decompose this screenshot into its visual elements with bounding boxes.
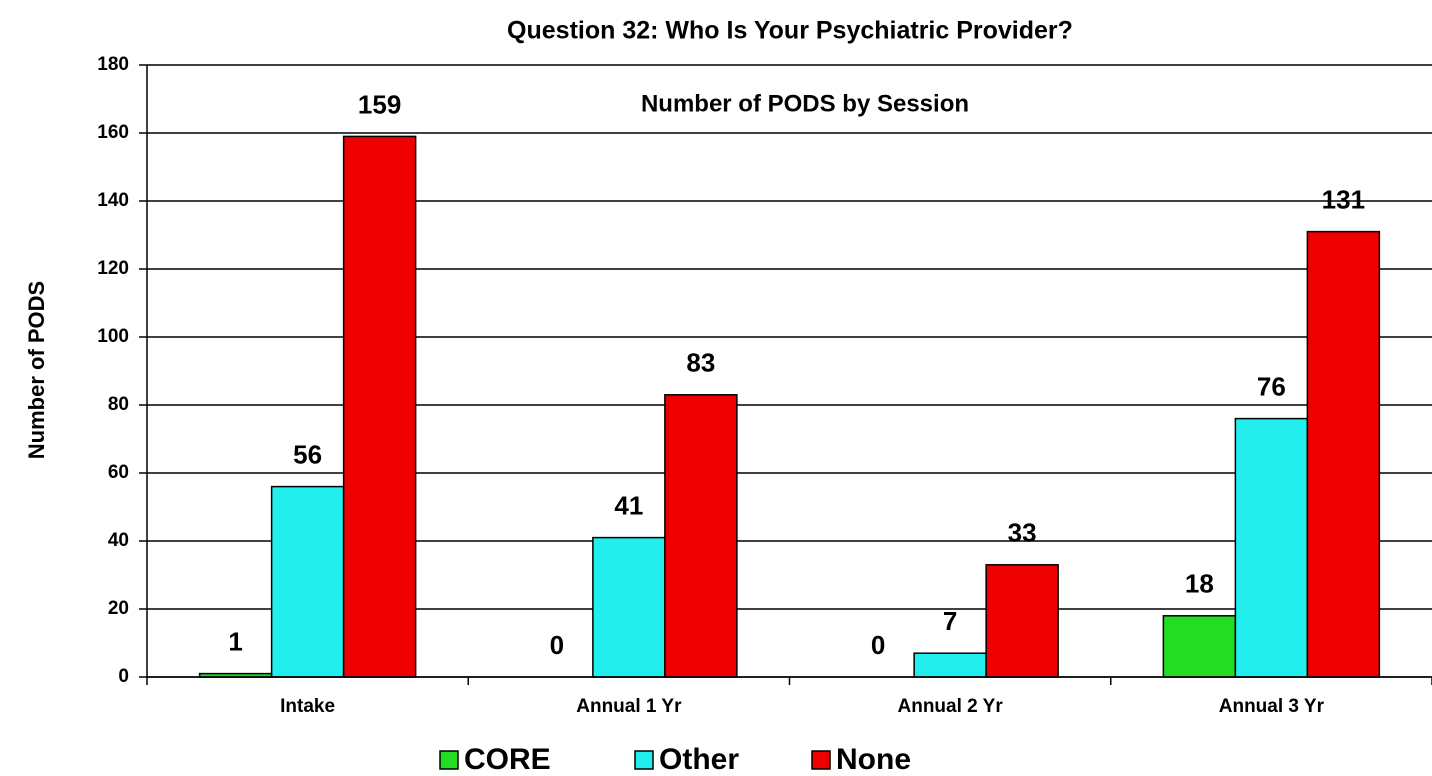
y-tick-label: 180 <box>97 54 129 75</box>
chart-title: Question 32: Who Is Your Psychiatric Pro… <box>507 17 1073 45</box>
bar <box>1306 230 1381 678</box>
value-label: 76 <box>1257 371 1286 401</box>
legend-swatch <box>439 750 459 770</box>
x-tick-label: Intake <box>280 696 335 717</box>
y-tick-label: 80 <box>108 394 129 415</box>
bar <box>592 536 666 678</box>
bar <box>270 485 345 678</box>
legend-swatch <box>811 750 831 770</box>
value-label: 7 <box>943 606 957 636</box>
x-tick-label: Annual 1 Yr <box>576 696 682 717</box>
x-tick-label: Annual 2 Yr <box>898 696 1004 717</box>
y-tick-label: 100 <box>97 326 129 347</box>
y-tick-label: 40 <box>108 530 129 551</box>
y-tick-label: 160 <box>97 122 129 143</box>
bar <box>1234 417 1309 678</box>
value-label: 1 <box>228 626 242 656</box>
bar <box>913 652 987 678</box>
chart-subtitle: Number of PODS by Session <box>641 90 969 117</box>
y-tick-label: 20 <box>108 598 129 619</box>
y-tick-label: 60 <box>108 462 129 483</box>
bar <box>1162 615 1237 678</box>
legend-label: Other <box>659 743 739 776</box>
value-label: 83 <box>686 348 715 378</box>
y-axis-label: Number of PODS <box>24 281 49 459</box>
y-tick-label: 120 <box>97 258 129 279</box>
value-label: 0 <box>550 630 564 660</box>
legend-label: None <box>836 743 911 776</box>
bar <box>342 135 417 678</box>
value-label: 131 <box>1322 184 1365 214</box>
value-label: 18 <box>1185 569 1214 599</box>
legend-label: CORE <box>464 743 551 776</box>
legend-swatch <box>634 750 654 770</box>
bar <box>664 394 738 678</box>
value-label: 41 <box>614 490 643 520</box>
y-tick-label: 140 <box>97 190 129 211</box>
value-label: 159 <box>358 89 401 119</box>
x-tick-label: Annual 3 Yr <box>1219 696 1325 717</box>
value-label: 56 <box>293 439 322 469</box>
bar <box>985 564 1059 678</box>
value-label: 33 <box>1008 518 1037 548</box>
value-label: 0 <box>871 630 885 660</box>
y-tick-label: 0 <box>118 666 129 687</box>
